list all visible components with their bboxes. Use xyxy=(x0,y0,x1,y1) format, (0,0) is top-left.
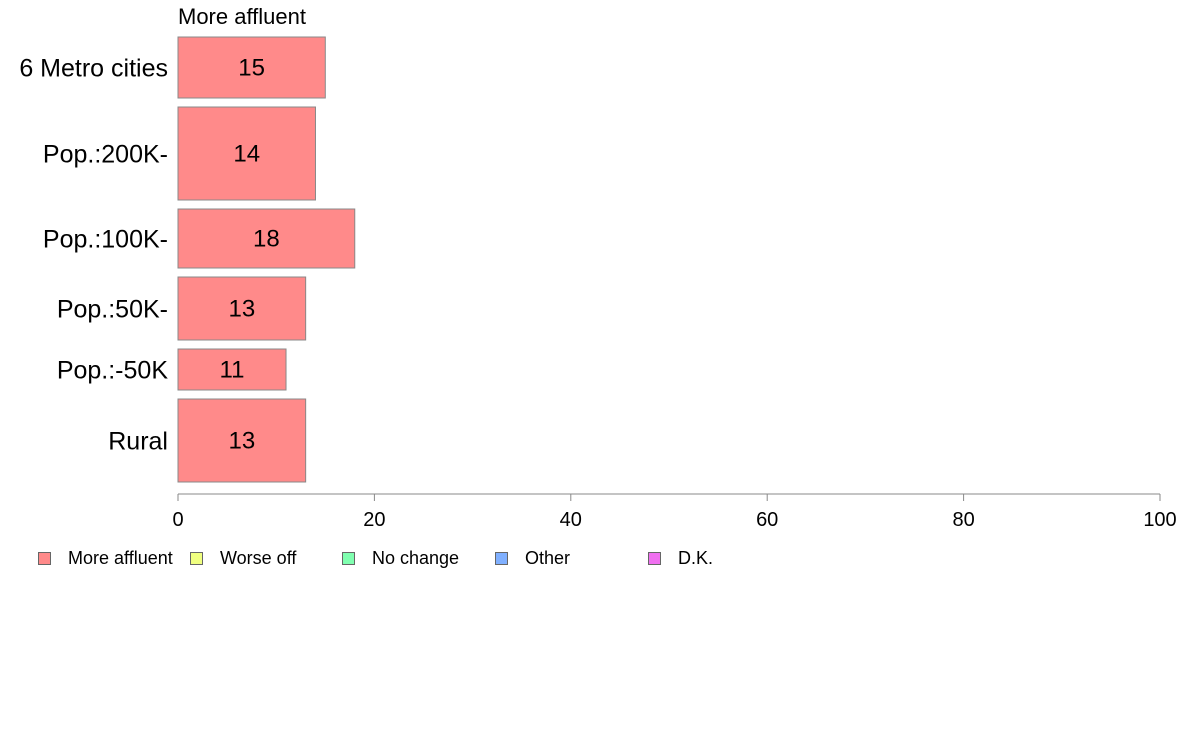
legend-item: Worse off xyxy=(190,548,296,569)
category-label: 6 Metro cities xyxy=(19,55,168,83)
bar-chart: More affluent 15 6 Metro cities 14 Pop.:200… xyxy=(19,4,1177,531)
category-label: Pop.:200K- xyxy=(43,141,168,169)
x-tick-label: 100 xyxy=(1143,509,1176,531)
legend-item: D.K. xyxy=(648,548,713,569)
bar xyxy=(177,398,307,483)
legend-item: More affluent xyxy=(38,548,173,569)
legend-swatch xyxy=(38,552,51,565)
bar-value-label: 11 xyxy=(220,357,245,384)
legend-item: Other xyxy=(495,548,570,569)
legend-swatch xyxy=(495,552,508,565)
x-tick-label: 20 xyxy=(363,509,385,531)
bar-value-label: 14 xyxy=(233,141,260,168)
legend-swatch xyxy=(648,552,661,565)
legend-item: No change xyxy=(342,548,459,569)
series-title: More affluent xyxy=(178,4,306,29)
bar xyxy=(177,276,307,341)
bar xyxy=(177,36,326,99)
x-tick-label: 0 xyxy=(172,509,183,531)
bar-value-label: 13 xyxy=(228,296,255,323)
legend-label: No change xyxy=(372,548,460,568)
category-label: Pop.:100K- xyxy=(43,226,168,254)
category-label: Pop.:-50K xyxy=(57,357,169,385)
bar-value-label: 15 xyxy=(238,55,265,82)
x-axis: 0 20 40 60 80 100 xyxy=(172,493,1177,531)
x-tick-label: 80 xyxy=(952,509,974,531)
bar xyxy=(177,106,316,201)
bars-group: 15 6 Metro cities 14 Pop.:200K- 18 Pop.:100K-… xyxy=(19,36,356,483)
legend-label: D.K. xyxy=(678,548,714,568)
bar-value-label: 13 xyxy=(228,428,255,455)
x-tick-label: 40 xyxy=(560,509,582,531)
legend: More affluent Worse off No change Other D.K. xyxy=(38,548,798,570)
legend-label: Worse off xyxy=(220,548,297,568)
bar xyxy=(177,208,356,269)
legend-swatch xyxy=(190,552,203,565)
bar xyxy=(177,348,287,391)
x-tick-label: 60 xyxy=(756,509,778,531)
bar-value-label: 18 xyxy=(253,226,280,253)
category-label: Pop.:50K- xyxy=(57,296,168,324)
legend-swatch xyxy=(342,552,355,565)
legend-label: Other xyxy=(525,548,571,568)
legend-label: More affluent xyxy=(68,548,173,568)
category-label: Rural xyxy=(108,428,168,456)
